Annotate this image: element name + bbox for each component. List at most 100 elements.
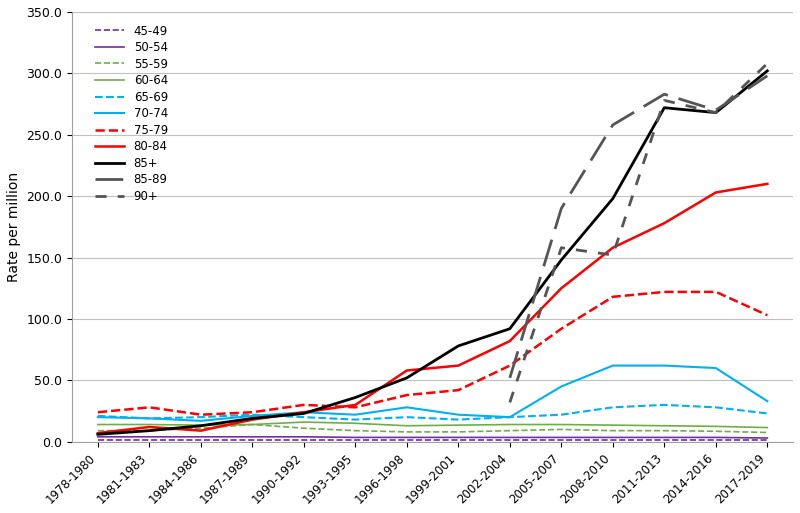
70-74 xyxy=(145,416,154,422)
55-59 xyxy=(557,426,566,432)
70-74 xyxy=(557,383,566,389)
55-59 xyxy=(608,427,618,433)
65-69 xyxy=(145,416,154,422)
50-54 xyxy=(711,435,721,441)
75-79 xyxy=(145,404,154,410)
70-74 xyxy=(196,418,206,424)
45-49 xyxy=(608,437,618,443)
85+ xyxy=(659,105,669,111)
45-49 xyxy=(762,437,772,443)
45-49 xyxy=(711,437,721,443)
80-84 xyxy=(145,424,154,430)
45-49 xyxy=(350,437,360,443)
Line: 50-54: 50-54 xyxy=(98,437,767,438)
80-84 xyxy=(402,367,412,373)
80-84 xyxy=(93,430,102,436)
75-79 xyxy=(247,409,257,416)
50-54 xyxy=(454,435,463,441)
45-49 xyxy=(557,437,566,443)
45-49 xyxy=(247,437,257,443)
Line: 85+: 85+ xyxy=(98,71,767,435)
70-74 xyxy=(711,365,721,371)
85+ xyxy=(711,110,721,116)
65-69 xyxy=(608,404,618,410)
75-79 xyxy=(402,392,412,398)
65-69 xyxy=(505,414,514,420)
85+ xyxy=(762,68,772,74)
75-79 xyxy=(350,404,360,410)
60-64 xyxy=(711,423,721,429)
45-49 xyxy=(299,437,309,443)
45-49 xyxy=(145,437,154,443)
75-79 xyxy=(608,294,618,300)
50-54 xyxy=(196,433,206,440)
75-79 xyxy=(196,411,206,418)
Line: 70-74: 70-74 xyxy=(98,366,767,421)
60-64 xyxy=(402,423,412,429)
85-89 xyxy=(659,91,669,97)
55-59 xyxy=(247,422,257,428)
60-64 xyxy=(299,419,309,425)
55-59 xyxy=(711,428,721,435)
65-69 xyxy=(454,417,463,423)
45-49 xyxy=(93,437,102,443)
45-49 xyxy=(454,437,463,443)
70-74 xyxy=(762,398,772,404)
90+ xyxy=(557,245,566,251)
85+ xyxy=(350,394,360,401)
Y-axis label: Rate per million: Rate per million xyxy=(7,172,21,282)
60-64 xyxy=(196,422,206,428)
75-79 xyxy=(299,402,309,408)
60-64 xyxy=(145,422,154,428)
70-74 xyxy=(93,414,102,420)
85-89 xyxy=(557,205,566,211)
50-54 xyxy=(247,433,257,440)
55-59 xyxy=(454,429,463,435)
65-69 xyxy=(247,411,257,418)
75-79 xyxy=(93,409,102,416)
75-79 xyxy=(659,289,669,295)
50-54 xyxy=(762,435,772,441)
50-54 xyxy=(402,435,412,441)
70-74 xyxy=(608,363,618,369)
60-64 xyxy=(247,422,257,428)
55-59 xyxy=(505,427,514,433)
80-84 xyxy=(711,189,721,195)
85-89 xyxy=(711,107,721,113)
60-64 xyxy=(557,422,566,428)
45-49 xyxy=(402,437,412,443)
80-84 xyxy=(196,427,206,433)
90+ xyxy=(762,61,772,67)
55-59 xyxy=(299,425,309,431)
55-59 xyxy=(93,427,102,433)
70-74 xyxy=(299,409,309,416)
55-59 xyxy=(196,425,206,431)
80-84 xyxy=(762,181,772,187)
85-89 xyxy=(505,375,514,381)
65-69 xyxy=(711,404,721,410)
80-84 xyxy=(557,285,566,291)
Line: 65-69: 65-69 xyxy=(98,405,767,420)
50-54 xyxy=(350,435,360,441)
50-54 xyxy=(557,435,566,441)
75-79 xyxy=(454,387,463,393)
75-79 xyxy=(505,363,514,369)
55-59 xyxy=(659,427,669,433)
50-54 xyxy=(93,433,102,440)
45-49 xyxy=(196,437,206,443)
70-74 xyxy=(247,413,257,419)
Line: 80-84: 80-84 xyxy=(98,184,767,433)
50-54 xyxy=(505,435,514,441)
85+ xyxy=(196,423,206,429)
80-84 xyxy=(454,363,463,369)
55-59 xyxy=(350,427,360,433)
70-74 xyxy=(402,404,412,410)
65-69 xyxy=(196,414,206,420)
85+ xyxy=(557,257,566,263)
80-84 xyxy=(505,338,514,344)
55-59 xyxy=(762,429,772,436)
80-84 xyxy=(350,402,360,408)
60-64 xyxy=(93,422,102,428)
85+ xyxy=(505,326,514,332)
Line: 60-64: 60-64 xyxy=(98,422,767,428)
